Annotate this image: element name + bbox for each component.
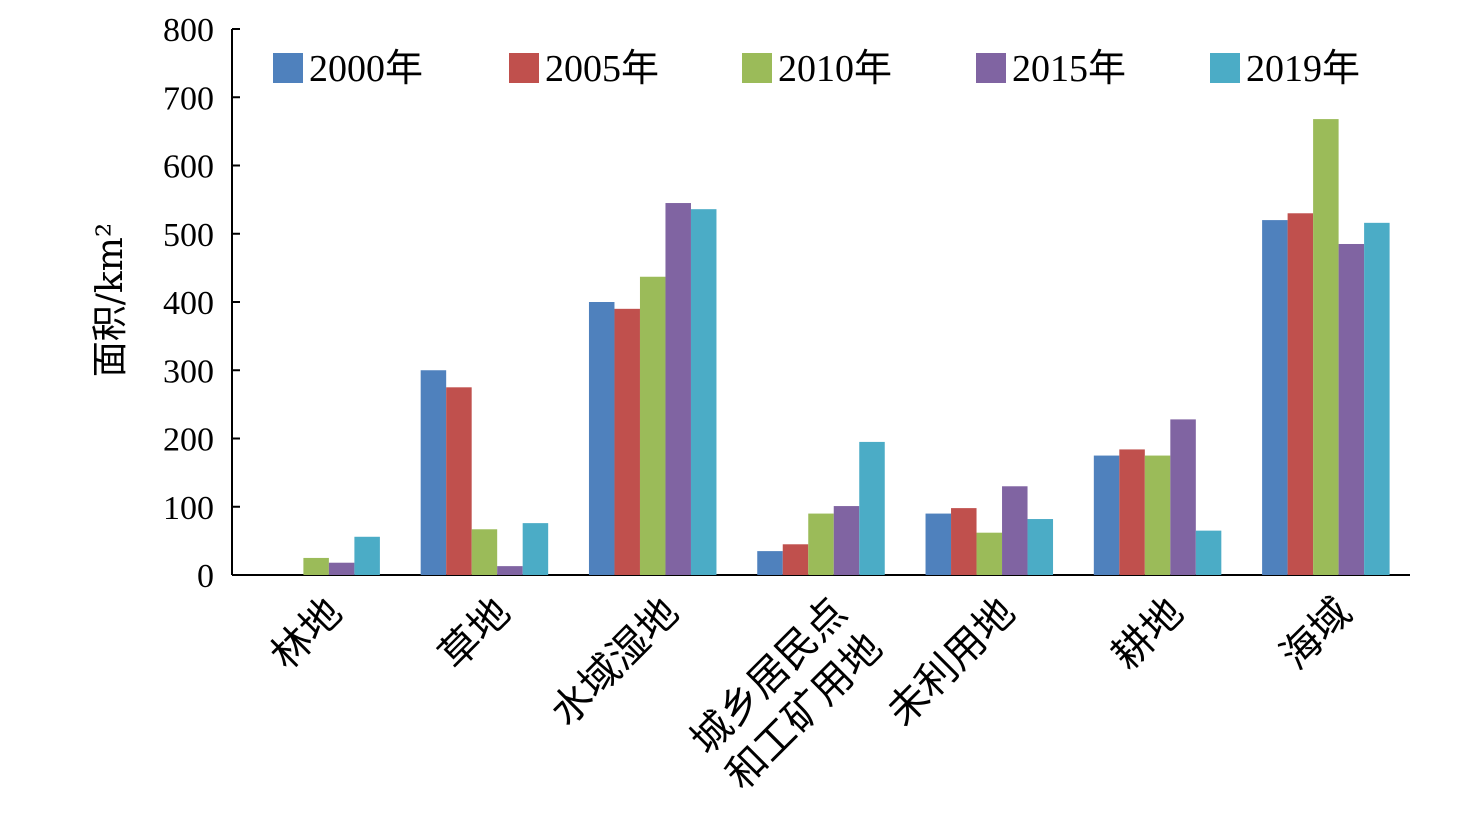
bar	[639, 276, 666, 575]
bar	[1195, 530, 1222, 575]
legend-label: 2015年	[1012, 48, 1126, 90]
legend-label: 2000年	[309, 48, 423, 90]
bar	[328, 562, 355, 575]
bar	[614, 308, 640, 575]
category-label: 耕地	[1103, 589, 1192, 678]
bar	[833, 506, 860, 575]
y-tick-label: 200	[163, 422, 214, 459]
bar	[925, 513, 952, 575]
category-label: 城乡居民点和工矿用地	[682, 589, 891, 798]
bar	[951, 508, 977, 575]
bar	[1313, 119, 1339, 575]
legend-swatch	[273, 53, 303, 83]
bar	[588, 302, 615, 575]
bar	[1364, 222, 1390, 575]
legend-label: 2005年	[545, 48, 659, 90]
bar	[354, 536, 380, 575]
bar	[808, 513, 834, 575]
y-tick-label: 0	[197, 558, 214, 595]
legend-swatch	[742, 53, 772, 83]
bar	[1262, 220, 1288, 575]
category-label: 草地	[430, 589, 519, 678]
category-label: 海域	[1272, 589, 1361, 678]
legend-label: 2010年	[778, 48, 892, 90]
bar	[1144, 455, 1171, 575]
y-tick-labels: 0 100 200 300 400 500 600 700 800	[163, 12, 214, 595]
bar	[1002, 486, 1028, 575]
legend-swatch	[1210, 53, 1240, 83]
bar	[976, 532, 1003, 575]
bar	[303, 557, 329, 575]
bar	[782, 544, 809, 575]
bar	[1287, 213, 1314, 575]
bar	[1338, 243, 1365, 576]
bar	[1093, 455, 1120, 575]
bar	[471, 529, 498, 575]
y-tick-label: 600	[163, 149, 214, 186]
y-tick-label: 500	[163, 217, 214, 254]
bar	[1027, 519, 1054, 575]
bar	[757, 551, 783, 575]
y-tick-label: 400	[163, 285, 214, 322]
legend-label: 2019年	[1246, 48, 1360, 90]
y-tick-label: 300	[163, 353, 214, 390]
category-label: 林地	[262, 589, 351, 678]
legend-swatch	[509, 53, 539, 83]
axes	[231, 28, 1410, 576]
bar	[1119, 449, 1145, 575]
bar	[690, 209, 717, 575]
legend-swatch	[976, 53, 1006, 83]
y-axis-title: 面积/km²	[90, 223, 131, 378]
bar	[522, 523, 549, 575]
bar	[859, 441, 885, 575]
y-tick-label: 700	[163, 80, 214, 117]
bar	[665, 203, 691, 575]
legend: 2000年 2005年 2010年 2015年 2019年	[273, 48, 1360, 90]
category-label: 水域湿地	[542, 589, 688, 735]
bars	[303, 119, 1390, 576]
y-tick-label: 800	[163, 12, 214, 49]
bar	[497, 566, 523, 575]
category-label: 未利用地	[879, 589, 1025, 735]
bar	[1170, 419, 1196, 575]
bar	[446, 387, 472, 575]
y-tick-label: 100	[163, 490, 214, 527]
bar	[420, 370, 447, 575]
